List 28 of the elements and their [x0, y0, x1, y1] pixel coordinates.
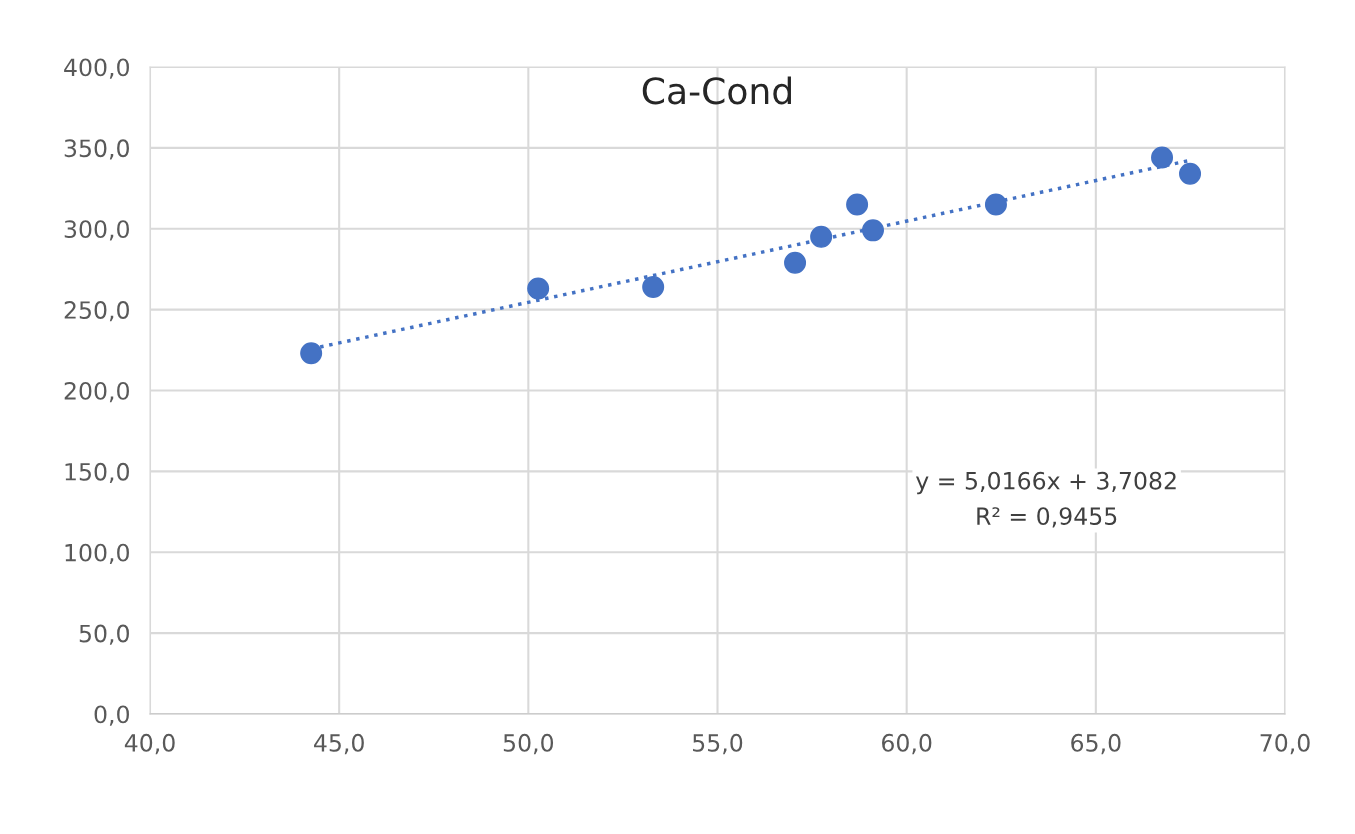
y-tick-label: 0,0 [94, 705, 129, 726]
point [300, 342, 323, 365]
point [642, 275, 665, 298]
x-tick-label: 65,0 [1071, 733, 1121, 755]
x-tick-label: 55,0 [693, 733, 743, 755]
point [861, 219, 884, 242]
annotation: y = 5,0166x + 3,7082 R² = 0,9455 [915, 471, 1176, 528]
y-tick-label: 250,0 [64, 301, 129, 322]
y-tick-label: 400,0 [64, 58, 129, 79]
point [1151, 146, 1174, 169]
point [784, 251, 807, 274]
point [527, 277, 550, 300]
x-tick-label: 70,0 [1260, 733, 1310, 755]
chart-title: Ca-Cond [642, 76, 791, 105]
point [846, 193, 869, 216]
y-tick-label: 300,0 [64, 220, 129, 241]
y-tick-label: 100,0 [65, 543, 129, 564]
point [984, 193, 1007, 216]
y-tick-label: 200,0 [64, 381, 129, 403]
x-tick-label: 60,0 [882, 733, 932, 755]
y-tick-label: 150,0 [65, 462, 129, 484]
x-tick-label: 40,0 [124, 733, 175, 755]
point [810, 225, 833, 248]
x-tick-label: 45,0 [314, 733, 364, 755]
y-tick-label: 350,0 [64, 139, 129, 160]
point [1179, 162, 1202, 185]
y-tick-label: 50,0 [79, 624, 129, 645]
x-tick-label: 50,0 [503, 733, 554, 755]
